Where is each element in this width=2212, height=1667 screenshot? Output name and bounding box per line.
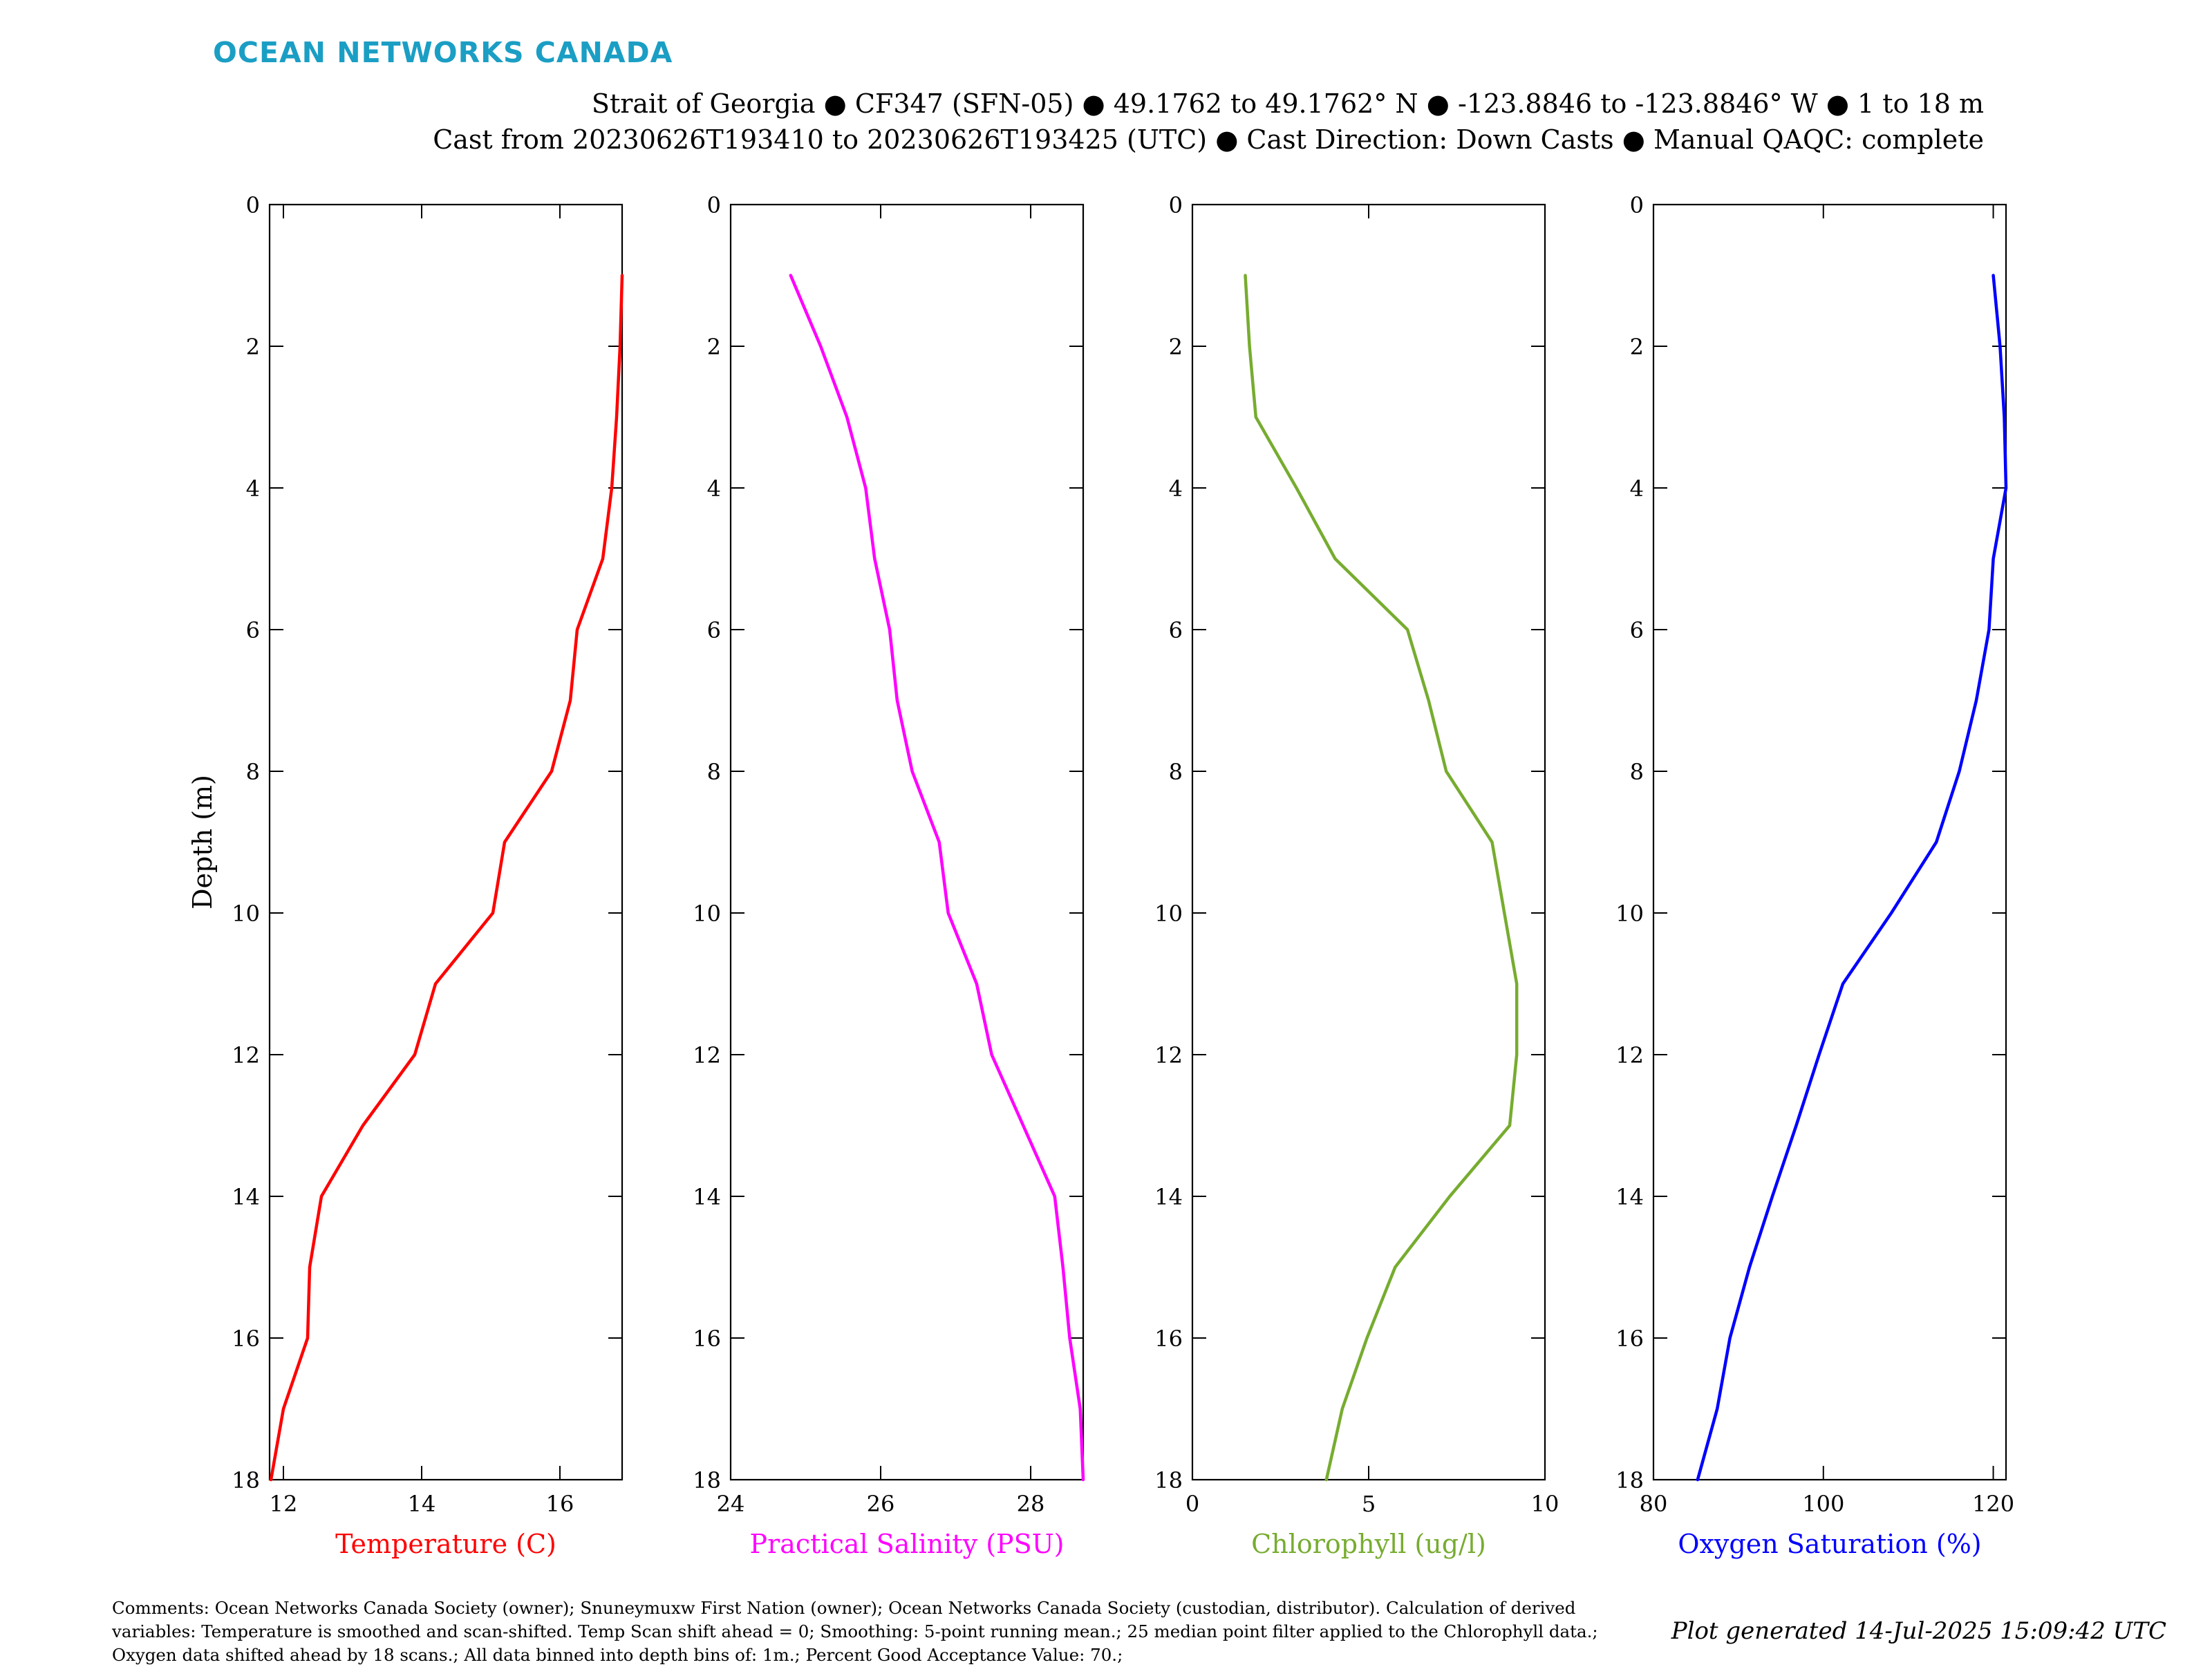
y-tick-label: 0	[246, 192, 260, 218]
y-tick-label: 6	[1630, 617, 1644, 643]
y-tick-label: 16	[693, 1326, 721, 1352]
y-tick-label: 8	[1630, 759, 1644, 785]
plot-frame-2	[729, 203, 1085, 1481]
series-line-3	[1244, 274, 1519, 1482]
y-tick-label: 8	[1169, 759, 1183, 785]
y-tick-label: 2	[707, 334, 721, 360]
x-axis-label-4: Oxygen Saturation (%)	[1678, 1529, 1981, 1559]
y-tick-label: 4	[1169, 475, 1183, 502]
x-axis-label-2: Practical Salinity (PSU)	[750, 1529, 1065, 1559]
x-tick-label: 16	[546, 1491, 574, 1517]
header-cast-line: Cast from 20230626T193410 to 20230626T19…	[433, 124, 1984, 155]
x-tick-label: 10	[1531, 1491, 1559, 1517]
brand-logo-text: OCEAN NETWORKS CANADA	[213, 36, 673, 69]
y-tick-label: 6	[246, 617, 260, 643]
y-tick-label: 14	[693, 1184, 721, 1210]
y-tick-label: 18	[1615, 1467, 1644, 1494]
x-tick-label: 80	[1640, 1491, 1668, 1517]
x-tick-label: 14	[408, 1491, 436, 1517]
y-tick-label: 12	[232, 1042, 260, 1068]
y-tick-label: 8	[246, 759, 260, 785]
x-tick-label: 24	[717, 1491, 745, 1517]
y-tick-label: 0	[1169, 192, 1183, 218]
y-tick-label: 4	[1630, 475, 1644, 502]
plot-frame-1	[268, 203, 624, 1481]
y-tick-label: 10	[1615, 901, 1644, 927]
x-tick-label: 0	[1185, 1491, 1199, 1517]
y-tick-label: 10	[1154, 901, 1183, 927]
y-tick-label: 2	[1169, 334, 1183, 360]
y-tick-label: 16	[232, 1326, 260, 1352]
x-tick-label: 12	[270, 1491, 298, 1517]
x-tick-label: 28	[1017, 1491, 1045, 1517]
header-location-line: Strait of Georgia ● CF347 (SFN-05) ● 49.…	[591, 88, 1984, 119]
y-tick-label: 2	[1630, 334, 1644, 360]
y-tick-label: 2	[246, 334, 260, 360]
series-line-4	[1696, 274, 2008, 1482]
x-tick-label: 26	[867, 1491, 895, 1517]
y-tick-label: 18	[232, 1467, 260, 1494]
y-tick-label: 4	[707, 475, 721, 502]
y-tick-label: 18	[693, 1467, 721, 1494]
y-tick-label: 6	[707, 617, 721, 643]
comments-text: Comments: Ocean Networks Canada Society …	[112, 1598, 1598, 1665]
y-tick-label: 14	[232, 1184, 260, 1210]
y-tick-label: 10	[693, 901, 721, 927]
x-axis-label-1: Temperature (C)	[335, 1529, 556, 1559]
x-tick-label: 5	[1362, 1491, 1376, 1517]
y-tick-label: 14	[1615, 1184, 1644, 1210]
y-tick-label: 14	[1154, 1184, 1183, 1210]
y-tick-label: 12	[693, 1042, 721, 1068]
series-line-1	[269, 274, 624, 1482]
y-tick-label: 12	[1615, 1042, 1644, 1068]
y-axis-label: Depth (m)	[187, 775, 218, 910]
x-tick-label: 120	[1972, 1491, 2014, 1517]
y-tick-label: 0	[707, 192, 721, 218]
plot-generated-timestamp: Plot generated 14-Jul-2025 15:09:42 UTC	[1671, 1617, 2166, 1645]
y-tick-label: 12	[1154, 1042, 1183, 1068]
y-tick-label: 10	[232, 901, 260, 927]
y-tick-label: 8	[707, 759, 721, 785]
y-tick-label: 0	[1630, 192, 1644, 218]
y-tick-label: 16	[1154, 1326, 1183, 1352]
y-tick-label: 18	[1154, 1467, 1183, 1494]
y-tick-label: 4	[246, 475, 260, 502]
y-tick-label: 16	[1615, 1326, 1644, 1352]
series-line-2	[789, 274, 1085, 1482]
plot-frame-4	[1652, 203, 2007, 1481]
x-axis-label-3: Chlorophyll (ug/l)	[1251, 1529, 1486, 1559]
x-tick-label: 100	[1802, 1491, 1844, 1517]
y-tick-label: 6	[1169, 617, 1183, 643]
